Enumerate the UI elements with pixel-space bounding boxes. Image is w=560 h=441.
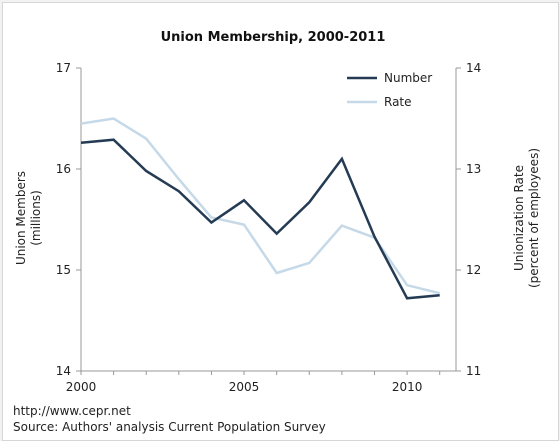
left-axis-label: Union Members (millions)	[14, 171, 43, 265]
chart-title: Union Membership, 2000-2011	[161, 30, 386, 45]
series-line-rate	[80, 117, 440, 295]
series-lines	[80, 117, 440, 300]
x-tick-label: 2005	[229, 380, 260, 394]
legend: Number Rate	[347, 71, 432, 109]
right-axis-label: Unionization Rate (percent of employees)	[512, 148, 541, 288]
legend-label-rate: Rate	[384, 95, 412, 109]
left-tick-label: 15	[56, 263, 71, 277]
x-tick-label: 2000	[66, 380, 97, 394]
right-tick-label: 13	[466, 162, 481, 176]
left-tick-label: 16	[56, 162, 71, 176]
left-axis-label-line2: (millions)	[29, 190, 43, 246]
footer-url: http://www.cepr.net	[13, 404, 131, 418]
left-axis-label-line1: Union Members	[14, 171, 28, 265]
x-axis-ticks: 2000 2005 2010	[66, 371, 441, 394]
right-axis-ticks: 11 12 13 14	[456, 61, 481, 378]
series-line-number	[80, 138, 440, 300]
right-tick-label: 14	[466, 61, 481, 75]
footer-source: Source: Authors' analysis Current Popula…	[13, 420, 326, 434]
left-tick-label: 17	[56, 61, 71, 75]
legend-label-number: Number	[384, 71, 432, 85]
right-axis-label-line2: (percent of employees)	[527, 148, 541, 288]
x-tick-label: 2010	[392, 380, 423, 394]
right-axis-label-line1: Unionization Rate	[512, 165, 526, 271]
right-tick-label: 11	[466, 364, 481, 378]
right-tick-label: 12	[466, 263, 481, 277]
left-axis-ticks: 14 15 16 17	[56, 61, 81, 378]
chart-axes	[80, 68, 457, 372]
left-tick-label: 14	[56, 364, 71, 378]
